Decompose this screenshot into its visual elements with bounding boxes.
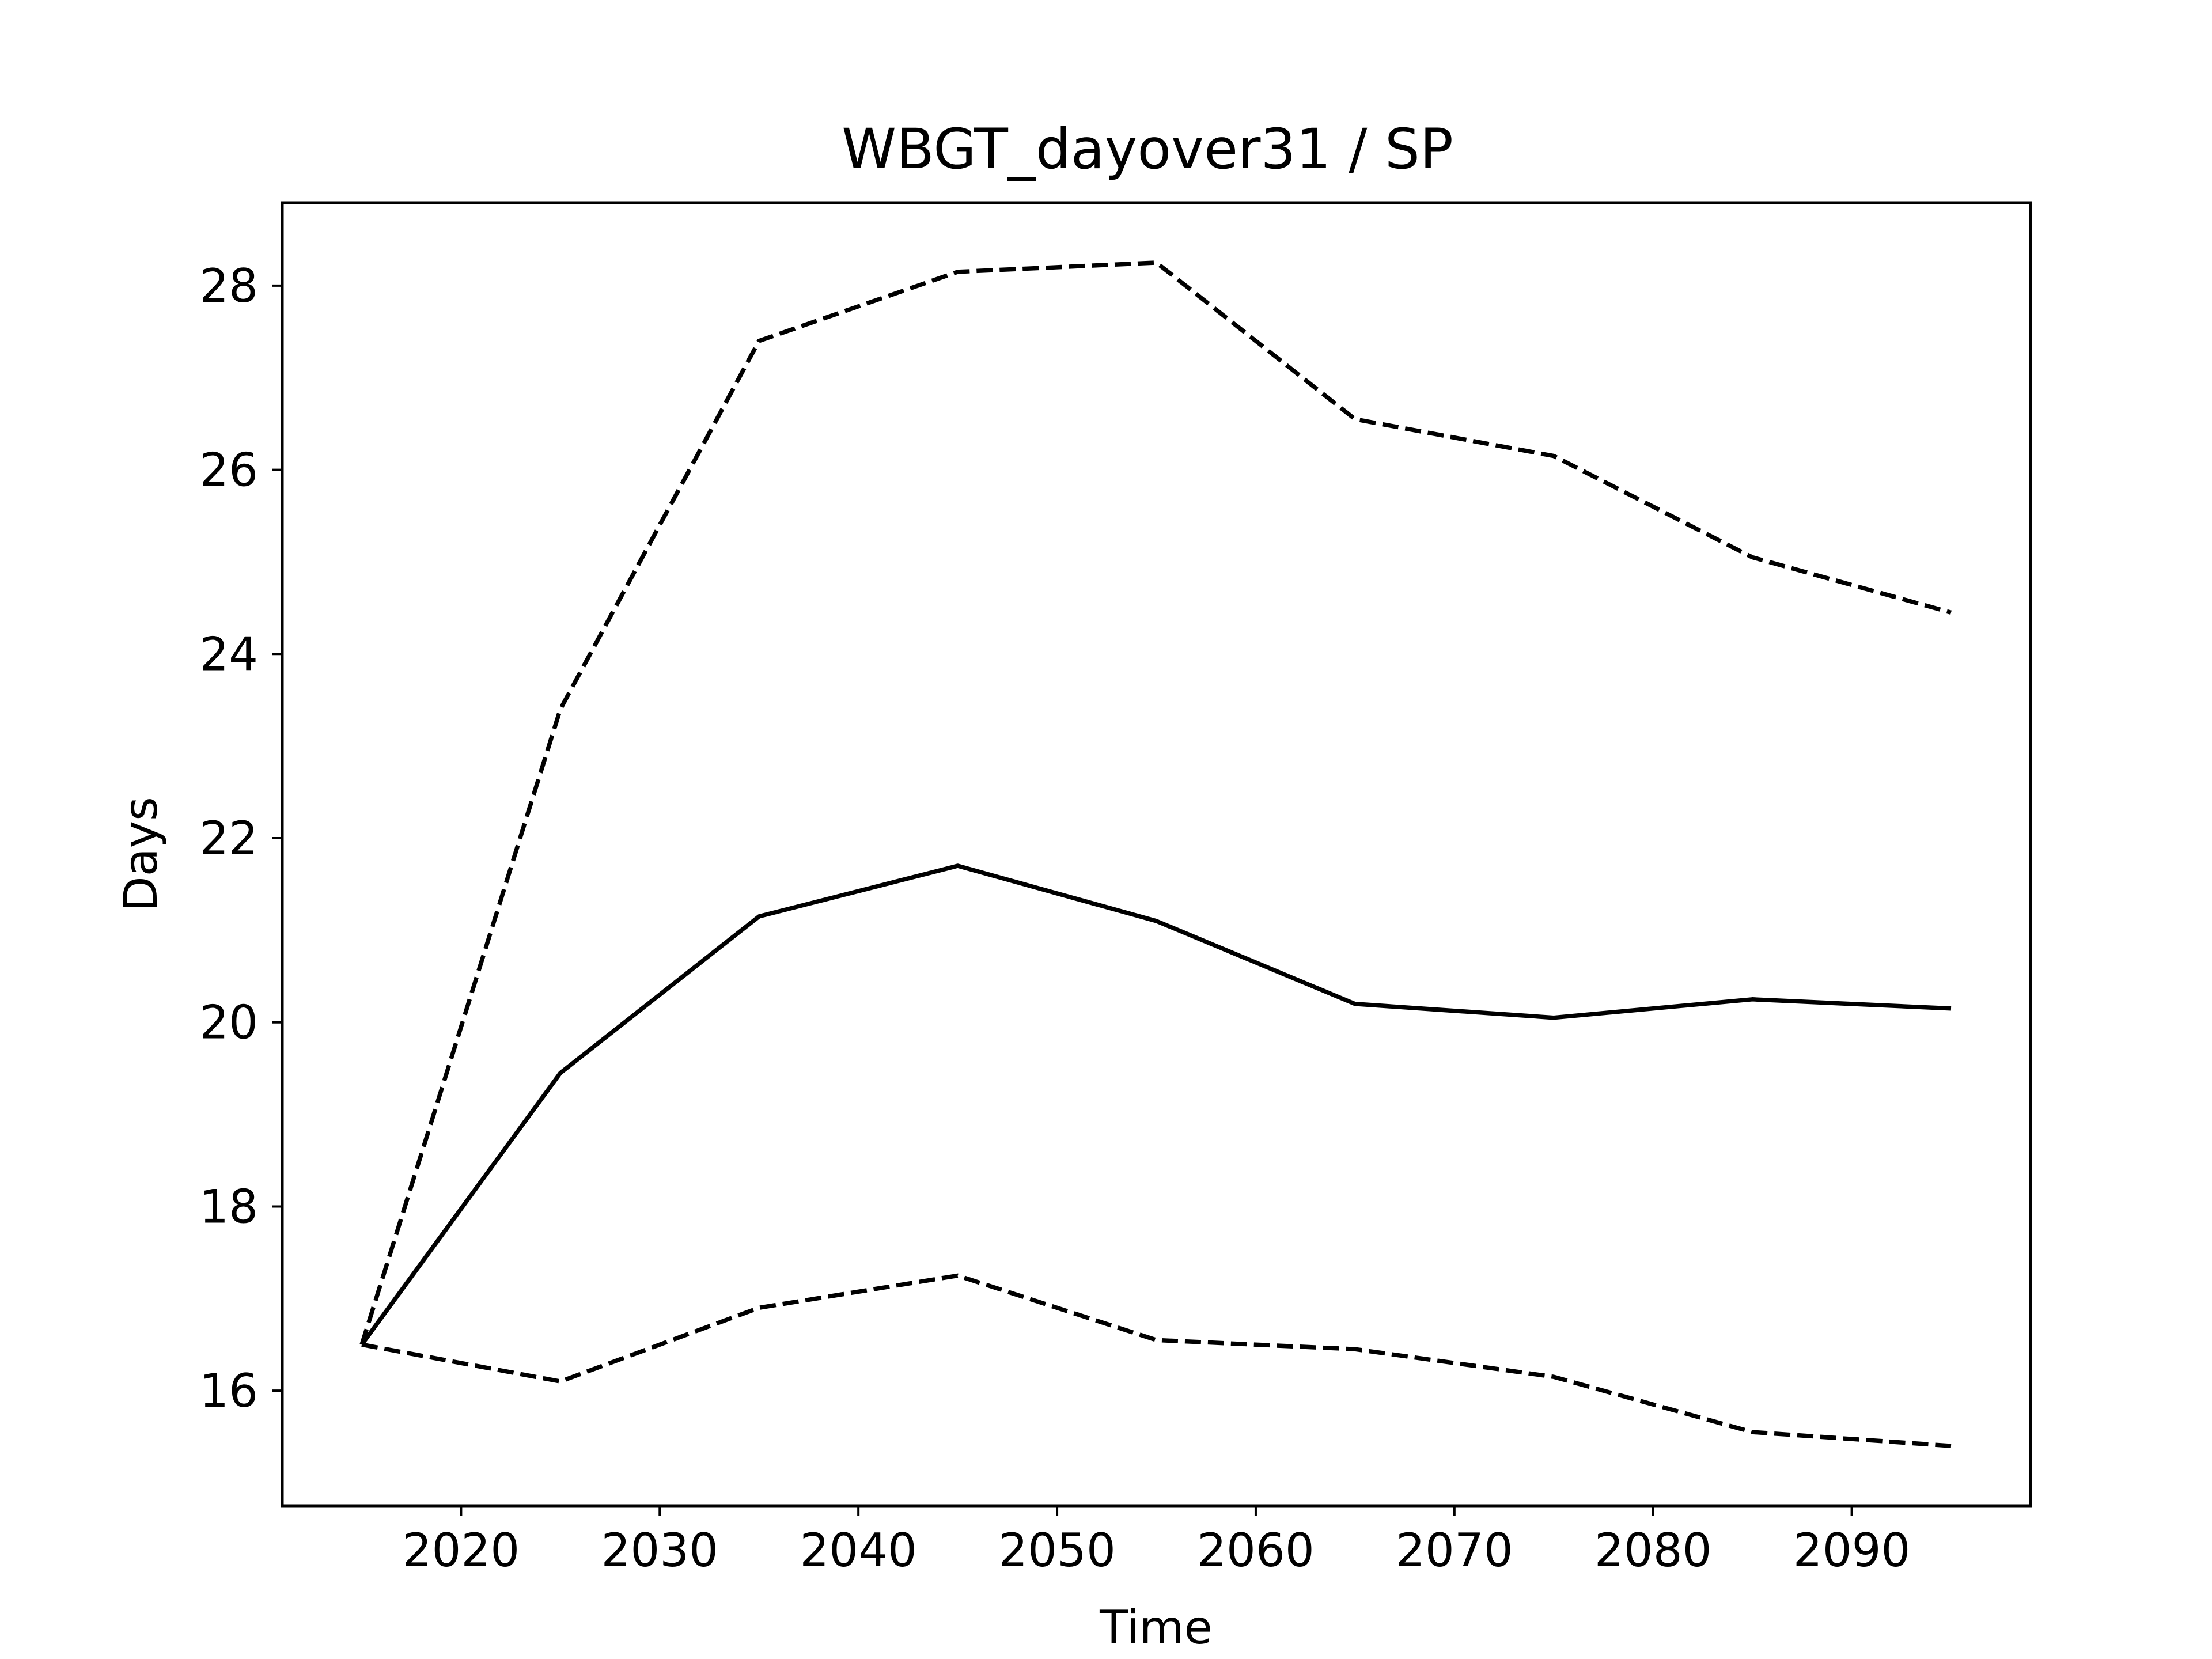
plot-area-frame (281, 201, 2032, 1508)
y-tick-label: 16 (199, 1364, 258, 1418)
y-axis-ticks: 16 18 20 22 24 26 28 (199, 259, 282, 1418)
x-tick-label: 2050 (998, 1524, 1116, 1577)
chart-title: WBGT_dayover31 / SP (842, 117, 1453, 181)
y-axis-label: Days (114, 797, 168, 912)
y-tick-label: 18 (199, 1180, 258, 1233)
y-tick-label: 28 (199, 259, 258, 313)
y-tick-label: 24 (199, 627, 258, 681)
series-line-3 (361, 1273, 1952, 1448)
y-tick-label: 20 (199, 996, 258, 1050)
series-line-2 (359, 260, 1952, 1346)
x-tick-label: 2020 (403, 1524, 520, 1577)
x-tick-label: 2060 (1197, 1524, 1315, 1577)
x-axis-label: Time (1099, 1601, 1213, 1654)
x-tick-label: 2030 (601, 1524, 718, 1577)
y-tick-label: 26 (199, 444, 258, 497)
x-tick-label: 2080 (1594, 1524, 1712, 1577)
x-tick-label: 2090 (1793, 1524, 1911, 1577)
series-layer (359, 260, 1952, 1448)
x-axis-ticks: 2020 2030 2040 2050 2060 2070 2080 2090 (403, 1506, 1911, 1577)
x-tick-label: 2070 (1396, 1524, 1513, 1577)
y-tick-label: 22 (199, 812, 258, 865)
x-tick-label: 2040 (800, 1524, 917, 1577)
series-line-1 (359, 863, 1952, 1346)
